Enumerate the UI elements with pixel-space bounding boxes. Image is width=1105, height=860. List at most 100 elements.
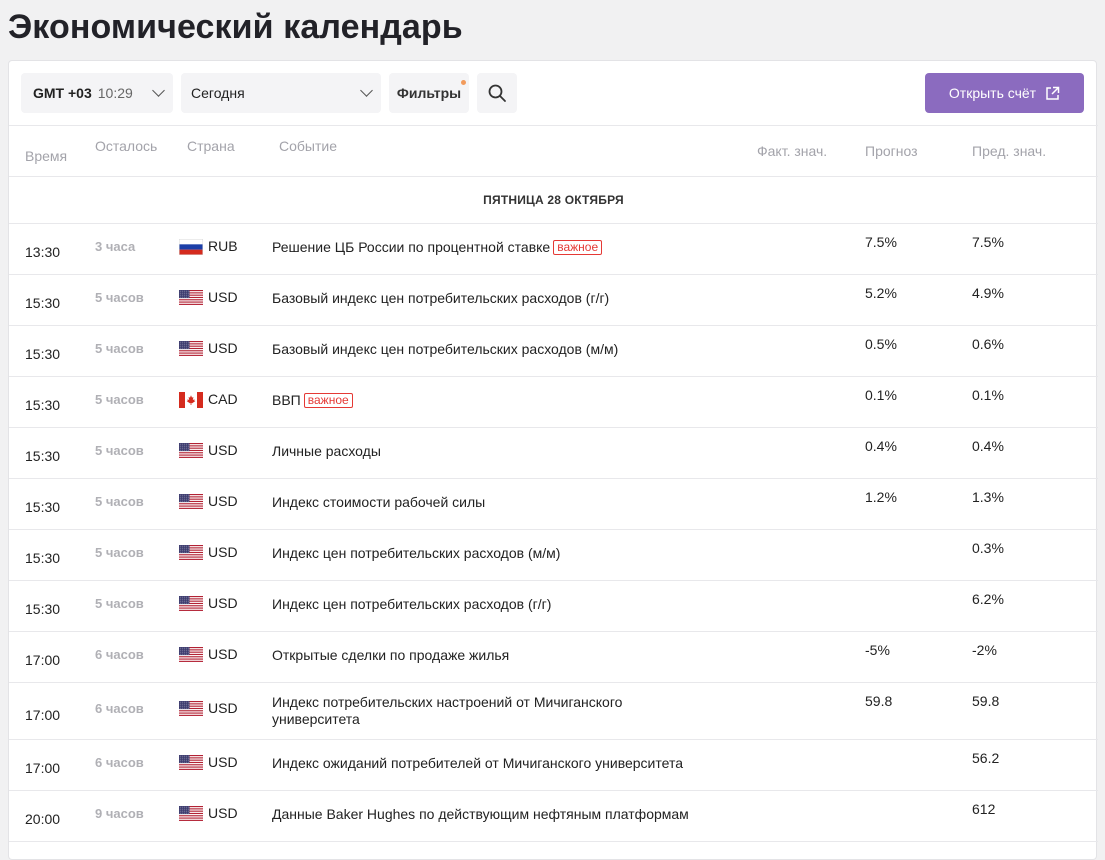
- event-time-remaining: 5 часов: [95, 392, 144, 407]
- flag-ca-icon: [179, 391, 208, 408]
- period-select[interactable]: Сегодня: [181, 73, 381, 113]
- event-time-remaining: 9 часов: [95, 806, 144, 821]
- external-link-icon: [1046, 86, 1060, 100]
- event-forecast: -5%: [865, 642, 890, 658]
- event-title: Индекс стоимости рабочей силы: [272, 494, 712, 511]
- flag-ru-icon: [179, 238, 208, 255]
- event-time: 15:30: [25, 397, 61, 413]
- event-row[interactable]: 15:30 5 часов USD Индекс цен потребительски…: [9, 530, 1098, 581]
- event-time-remaining: 5 часов: [95, 494, 144, 509]
- event-previous: 0.4%: [972, 438, 1004, 454]
- timezone-select[interactable]: GMT +03 10:29: [21, 73, 173, 113]
- event-title-text[interactable]: Индекс цен потребительских расходов (г/г…: [272, 596, 552, 612]
- event-previous: 612: [972, 801, 996, 817]
- event-title-text[interactable]: Индекс ожиданий потребителей от Мичиганс…: [272, 755, 683, 771]
- event-title: Личные расходы: [272, 443, 712, 460]
- column-header-country[interactable]: Страна: [187, 138, 235, 154]
- open-account-button[interactable]: Открыть счёт: [925, 73, 1084, 113]
- event-time-remaining: 5 часов: [95, 596, 144, 611]
- column-header-previous[interactable]: Пред. знач.: [972, 143, 1047, 159]
- current-time: 10:29: [97, 85, 133, 101]
- event-country: USD: [179, 493, 238, 510]
- event-country: USD: [179, 805, 238, 822]
- event-previous: 6.2%: [972, 591, 1004, 607]
- event-row[interactable]: 20:00 9 часов USD Данные Baker Hughes по де…: [9, 791, 1098, 842]
- currency-code: USD: [208, 442, 238, 458]
- event-previous: 0.6%: [972, 336, 1004, 352]
- currency-code: USD: [208, 805, 238, 821]
- event-row[interactable]: 15:30 5 часов USD Базовый индекс цен потреб…: [9, 275, 1098, 326]
- event-forecast: 1.2%: [865, 489, 897, 505]
- event-time-remaining: 5 часов: [95, 341, 144, 356]
- event-row[interactable]: 17:00 6 часов USD Открытые сделки по продаж…: [9, 632, 1098, 683]
- event-previous: 0.1%: [972, 387, 1004, 403]
- event-row[interactable]: 15:30 5 часов CAD ВВП важное 0.1% 0.1%: [9, 377, 1098, 428]
- column-header-remaining[interactable]: Осталось: [95, 138, 158, 154]
- event-country: USD: [179, 289, 238, 306]
- currency-code: USD: [208, 754, 238, 770]
- flag-us-icon: [179, 340, 208, 357]
- currency-code: USD: [208, 700, 238, 716]
- event-row[interactable]: 15:30 5 часов USD Базовый индекс цен потреб…: [9, 326, 1098, 377]
- event-country: CAD: [179, 391, 238, 408]
- event-time: 20:00: [25, 811, 61, 827]
- currency-code: RUB: [208, 238, 238, 254]
- event-time: 15:30: [25, 499, 61, 515]
- event-title-text[interactable]: ВВП: [272, 392, 301, 408]
- event-title: Открытые сделки по продаже жилья: [272, 647, 712, 664]
- event-title-text[interactable]: Данные Baker Hughes по действующим нефтя…: [272, 806, 689, 822]
- event-title: Решение ЦБ России по процентной ставке ва…: [272, 239, 712, 256]
- flag-us-icon: [179, 544, 208, 561]
- event-previous: 7.5%: [972, 234, 1004, 250]
- event-previous: 59.8: [972, 693, 1000, 709]
- currency-code: USD: [208, 340, 238, 356]
- event-row[interactable]: 15:30 5 часов USD Индекс цен потребительски…: [9, 581, 1098, 632]
- event-title: Данные Baker Hughes по действующим нефтя…: [272, 806, 712, 823]
- event-previous: 0.3%: [972, 540, 1004, 556]
- column-header-forecast[interactable]: Прогноз: [865, 143, 918, 159]
- event-time: 15:30: [25, 448, 61, 464]
- filters-button[interactable]: Фильтры: [389, 73, 469, 113]
- event-title-text[interactable]: Открытые сделки по продаже жилья: [272, 647, 510, 663]
- event-time: 17:00: [25, 760, 61, 776]
- event-row[interactable]: 15:30 5 часов USD Индекс стоимости рабочей …: [9, 479, 1098, 530]
- event-title-text[interactable]: Решение ЦБ России по процентной ставке: [272, 239, 551, 255]
- filter-indicator-dot: [461, 80, 466, 85]
- event-title-text[interactable]: Базовый индекс цен потребительских расхо…: [272, 341, 619, 357]
- event-title-text[interactable]: Личные расходы: [272, 443, 381, 459]
- event-title: Индекс потребительских настроений от Мич…: [272, 694, 712, 728]
- column-header-time[interactable]: Время: [25, 148, 68, 164]
- event-previous: 56.2: [972, 750, 1000, 766]
- date-separator: ПЯТНИЦА 28 ОКТЯБРЯ: [9, 177, 1098, 224]
- event-time-remaining: 3 часа: [95, 239, 136, 254]
- event-country: USD: [179, 340, 238, 357]
- event-row[interactable]: 17:00 6 часов USD Индекс потребительских на…: [9, 683, 1098, 740]
- timezone-label: GMT +03: [33, 85, 92, 101]
- filters-label: Фильтры: [396, 85, 462, 101]
- event-title-text[interactable]: Базовый индекс цен потребительских расхо…: [272, 290, 610, 306]
- table-header: Время Осталось Страна Событие Факт. знач…: [9, 126, 1098, 177]
- event-row[interactable]: 15:30 5 часов USD Личные расходы 0.4% 0.4%: [9, 428, 1098, 479]
- event-time-remaining: 5 часов: [95, 545, 144, 560]
- event-row[interactable]: 17:00 6 часов USD Индекс ожиданий потребите…: [9, 740, 1098, 791]
- event-title-text[interactable]: Индекс стоимости рабочей силы: [272, 494, 486, 510]
- event-row[interactable]: 13:30 3 часа RUB Решение ЦБ России по проце…: [9, 224, 1098, 275]
- flag-us-icon: [179, 754, 208, 771]
- event-title-text[interactable]: Индекс цен потребительских расходов (м/м…: [272, 545, 561, 561]
- column-header-actual[interactable]: Факт. знач.: [757, 143, 828, 159]
- currency-code: USD: [208, 544, 238, 560]
- event-time-remaining: 6 часов: [95, 647, 144, 662]
- event-title-text[interactable]: Индекс потребительских настроений от Мич…: [272, 694, 623, 727]
- event-time: 17:00: [25, 652, 61, 668]
- currency-code: USD: [208, 595, 238, 611]
- event-time: 15:30: [25, 346, 61, 362]
- search-button[interactable]: [477, 73, 517, 113]
- event-title: ВВП важное: [272, 392, 712, 409]
- event-title: Индекс цен потребительских расходов (г/г…: [272, 596, 712, 613]
- event-previous: 4.9%: [972, 285, 1004, 301]
- column-header-event[interactable]: Событие: [279, 138, 337, 154]
- flag-us-icon: [179, 646, 208, 663]
- event-previous: -2%: [972, 642, 997, 658]
- open-account-label: Открыть счёт: [948, 85, 1037, 101]
- currency-code: USD: [208, 289, 238, 305]
